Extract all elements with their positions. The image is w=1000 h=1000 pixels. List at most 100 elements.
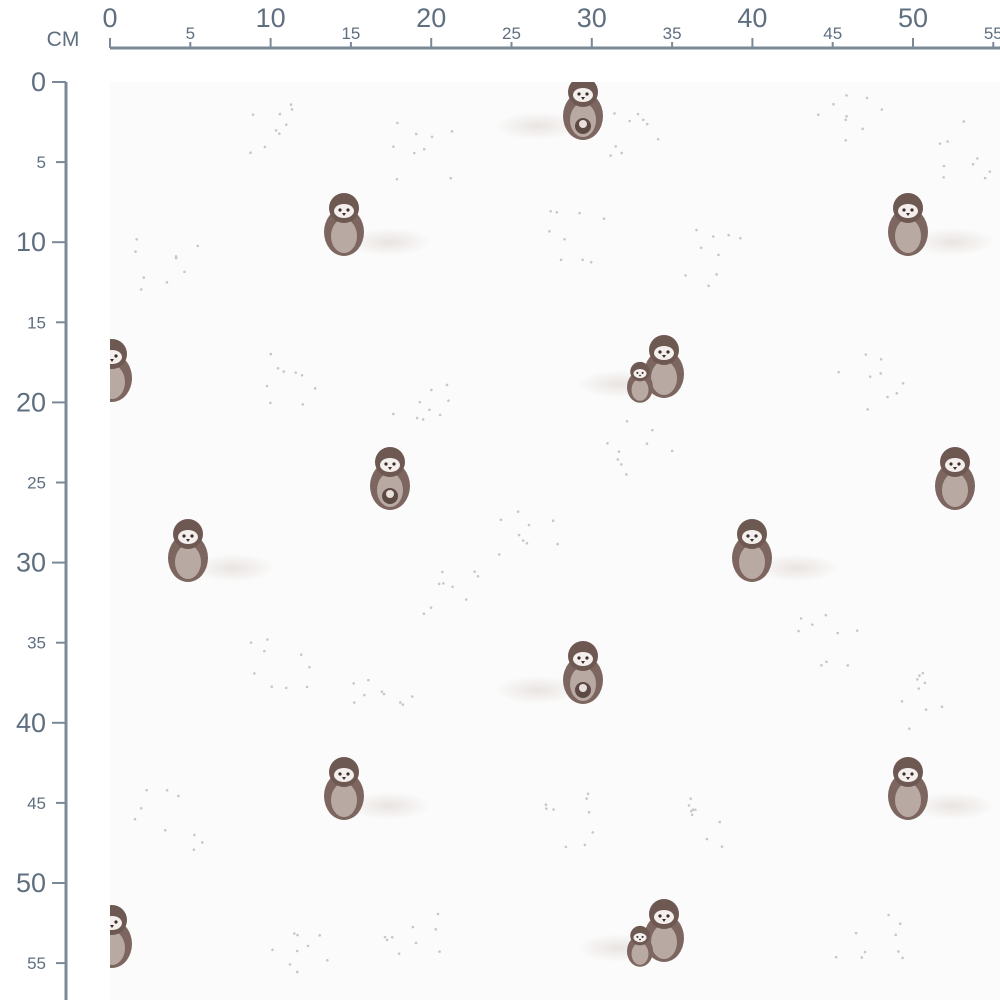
top-tick-label: 5 [186,24,195,43]
snow-dot [289,103,293,106]
penguin-belly [651,925,677,959]
snow-dot [583,843,587,847]
snow-dot [832,102,835,106]
penguin [888,193,995,256]
snow-dot [860,956,864,959]
snow-dot [586,792,590,796]
penguin-belly [110,931,125,965]
snow-dot [278,112,282,116]
penguin-belly [651,361,677,395]
chick-face [579,120,587,128]
penguin-eye [658,914,662,918]
snow-mound [911,792,995,820]
penguin-beak [110,359,114,362]
penguin-belly [942,473,968,507]
snow-dot [879,357,883,361]
snow-dot [855,629,859,632]
penguin-belly [110,365,125,399]
snow-dot [707,284,710,288]
snow-dot [429,606,433,609]
penguin-eye [384,462,388,466]
snow-dot [385,938,389,942]
penguin-eye [658,350,662,354]
top-tick-label: 25 [502,24,521,43]
snow-dot [414,132,418,136]
snow-dot [265,384,269,388]
snow-dot [476,574,480,578]
unit-label: CM [47,28,80,51]
snow-dot [602,217,606,221]
snow-dot [276,366,280,370]
snow-dot [545,807,548,810]
penguin-eye [346,208,350,212]
penguin-face [742,530,762,544]
snow-dot [844,139,848,142]
snow-dot [923,681,927,685]
snow-dot [555,210,559,214]
snow-dot [196,244,200,248]
penguin-beak [388,467,392,470]
snow-dot [269,401,272,405]
snow-dot [438,413,442,417]
penguin-beak [110,925,114,928]
snow-dot [305,685,309,689]
snow-dot [916,678,919,681]
snow-dot [296,933,299,937]
snow-dot [901,956,904,960]
snow-dot [415,416,419,420]
penguin-face [898,768,918,782]
penguin-belly [895,219,921,253]
penguin-face [573,652,593,666]
penguin-face [898,204,918,218]
snow-dot [177,794,180,798]
snow-dot [921,671,925,675]
snow-dot [441,570,444,574]
penguin-face [633,933,647,943]
snow-dot [447,399,450,402]
top-tick-label: 55 [984,24,1000,43]
penguin-eye [902,208,906,212]
penguin-face [178,530,198,544]
snow-dot [971,162,975,166]
snow-dot [962,120,966,123]
snow-dot [625,419,629,423]
top-tick-label: 50 [898,3,928,33]
snow-dot [693,808,697,812]
snow-dot [295,970,299,974]
snow-dot [266,638,269,641]
snow-dot [711,235,715,238]
penguin-face [945,458,965,472]
penguin-beak [662,919,666,922]
penguin [496,82,603,140]
snow-dot [799,617,803,620]
left-tick-label: 45 [27,794,46,813]
snow-dot [449,176,453,180]
snow-dot [142,276,146,279]
top-tick-label: 40 [737,3,767,33]
snow-mound [755,554,839,582]
snow-dot [326,959,329,962]
ruler: CM 0 5 10 15 20 25 30 35 40 45 50 55 0 5 10 15 20 25 30 35 4… [16,3,1000,1000]
chick-face [386,490,394,498]
snow-dot [879,372,882,375]
snow-dot [301,403,305,406]
snow-dot [924,708,928,711]
snow-dot [299,653,303,657]
snow-dot [442,582,445,585]
penguin-beak [342,777,346,780]
left-tick-label: 55 [27,954,46,973]
snow-dot [718,820,722,824]
penguin-beak [662,355,666,358]
snow-dot [414,941,418,945]
fabric-pattern [110,82,995,974]
snow-dot [521,539,525,542]
snow-dot [895,392,899,395]
snow-dot [284,686,288,690]
snow-dot [620,151,624,155]
snow-dot [263,145,267,149]
snow-dot [811,623,814,626]
penguin-eye [114,920,118,924]
penguin [577,899,684,962]
snow-dot [437,582,441,586]
snow-dot [352,701,356,704]
